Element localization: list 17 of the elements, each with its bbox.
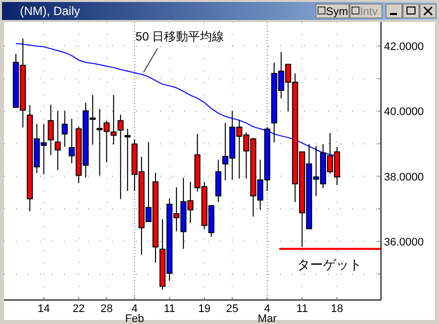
x-tick-label: 18: [330, 303, 344, 315]
x-tick-label: 11: [296, 303, 308, 315]
x-tick-label: 25: [226, 303, 238, 315]
title: (NM), Daily: [20, 4, 80, 18]
x-tick-label: 22: [72, 303, 85, 315]
x-tick-label: 4 Feb: [125, 303, 144, 324]
y-tick-label: 40.0000: [384, 106, 424, 118]
x-tick-label: 19: [198, 303, 210, 315]
x-tick-label: 4 Mar: [258, 303, 278, 324]
annotation: 50 日移動平均線: [136, 29, 224, 44]
y-tick-label: 38.0000: [384, 171, 424, 184]
x-tick-label: 28: [100, 303, 113, 315]
x-tick-label: 14: [38, 303, 50, 315]
y-tick-label: 36.0000: [384, 236, 424, 248]
ref-line-label: ターゲット: [297, 256, 362, 272]
y-tick-label: 42.0000: [384, 41, 424, 54]
x-tick-label: 11: [164, 303, 176, 315]
